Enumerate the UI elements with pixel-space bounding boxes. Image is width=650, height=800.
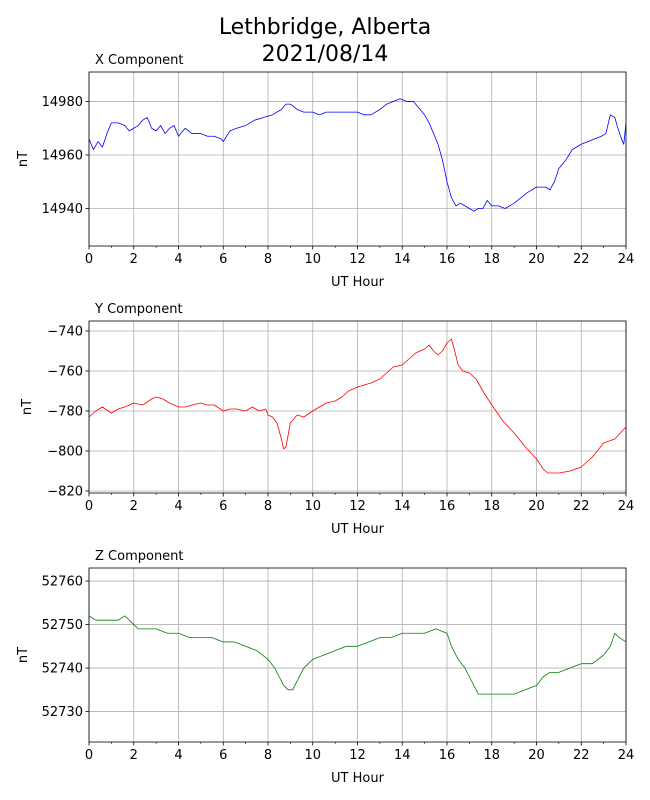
x-xtick-label: 16 bbox=[439, 252, 456, 267]
z-xtick-label: 0 bbox=[85, 748, 93, 763]
y-xtick-label: 20 bbox=[528, 499, 545, 514]
z-xtick-label: 24 bbox=[618, 748, 635, 763]
z-series-line bbox=[88, 615, 627, 695]
x-panel-title: X Component bbox=[95, 53, 184, 68]
z-xtick-label: 10 bbox=[304, 748, 321, 763]
x-xtick-label: 0 bbox=[85, 252, 93, 267]
z-xtick-label: 8 bbox=[264, 748, 272, 763]
z-xtick-label: 22 bbox=[573, 748, 590, 763]
y-xtick-label: 6 bbox=[219, 499, 227, 514]
y-xtick-label: 8 bbox=[264, 499, 272, 514]
z-xtick-label: 14 bbox=[394, 748, 411, 763]
figure-title-line2: 2021/08/14 bbox=[262, 42, 389, 67]
x-series-line bbox=[88, 98, 627, 212]
figure-title-line1: Lethbridge, Alberta bbox=[219, 15, 431, 40]
x-xtick-label: 6 bbox=[219, 252, 227, 267]
z-panel-title: Z Component bbox=[95, 549, 184, 564]
y-ytick-label: −760 bbox=[47, 365, 83, 380]
y-xtick-label: 2 bbox=[130, 499, 138, 514]
z-ytick-label: 52730 bbox=[42, 705, 83, 720]
x-ytick-label: 14940 bbox=[42, 202, 83, 217]
y-series-line bbox=[88, 338, 627, 474]
y-xtick-label: 4 bbox=[174, 499, 182, 514]
x-xtick-label: 18 bbox=[483, 252, 500, 267]
x-xtick-label: 24 bbox=[618, 252, 635, 267]
y-ytick-label: −800 bbox=[47, 445, 83, 460]
x-xtick-label: 2 bbox=[130, 252, 138, 267]
z-xtick-label: 20 bbox=[528, 748, 545, 763]
x-xaxis-label: UT Hour bbox=[331, 275, 385, 290]
z-xtick-label: 6 bbox=[219, 748, 227, 763]
x-xtick-label: 14 bbox=[394, 252, 411, 267]
z-xtick-label: 12 bbox=[349, 748, 366, 763]
x-xtick-label: 22 bbox=[573, 252, 590, 267]
y-xtick-label: 22 bbox=[573, 499, 590, 514]
x-ytick-label: 14980 bbox=[42, 95, 83, 110]
z-xtick-label: 4 bbox=[174, 748, 182, 763]
x-xtick-label: 8 bbox=[264, 252, 272, 267]
y-xtick-label: 16 bbox=[439, 499, 456, 514]
y-xtick-label: 18 bbox=[483, 499, 500, 514]
y-panel-title: Y Component bbox=[94, 302, 183, 317]
y-ytick-label: −820 bbox=[47, 485, 83, 500]
z-component-panel: 0 2 4 6 8 10 12 14 16 18 20 22 245273052740527505276… bbox=[16, 549, 634, 786]
y-ytick-label: −780 bbox=[47, 405, 83, 420]
y-xtick-label: 24 bbox=[618, 499, 635, 514]
x-xtick-label: 10 bbox=[304, 252, 321, 267]
z-ytick-label: 52760 bbox=[42, 575, 83, 590]
x-xtick-label: 20 bbox=[528, 252, 545, 267]
y-xtick-label: 10 bbox=[304, 499, 321, 514]
y-xaxis-label: UT Hour bbox=[331, 522, 385, 537]
z-yaxis-label: nT bbox=[16, 647, 31, 663]
z-xaxis-label: UT Hour bbox=[331, 771, 385, 786]
y-xtick-label: 0 bbox=[85, 499, 93, 514]
x-xtick-label: 4 bbox=[174, 252, 182, 267]
y-ytick-label: −740 bbox=[47, 325, 83, 340]
y-yaxis-label: nT bbox=[20, 399, 35, 415]
z-xtick-label: 2 bbox=[130, 748, 138, 763]
z-ytick-label: 52740 bbox=[42, 662, 83, 677]
y-xtick-label: 14 bbox=[394, 499, 411, 514]
x-xtick-label: 12 bbox=[349, 252, 366, 267]
z-ytick-label: 52750 bbox=[42, 618, 83, 633]
y-xtick-label: 12 bbox=[349, 499, 366, 514]
z-xtick-label: 16 bbox=[439, 748, 456, 763]
z-xtick-label: 18 bbox=[483, 748, 500, 763]
x-yaxis-label: nT bbox=[16, 151, 31, 167]
x-ytick-label: 14960 bbox=[42, 148, 83, 163]
y-component-panel: 0 2 4 6 8 10 12 14 16 18 20 22 24−820−800−780−760−74… bbox=[20, 302, 634, 537]
